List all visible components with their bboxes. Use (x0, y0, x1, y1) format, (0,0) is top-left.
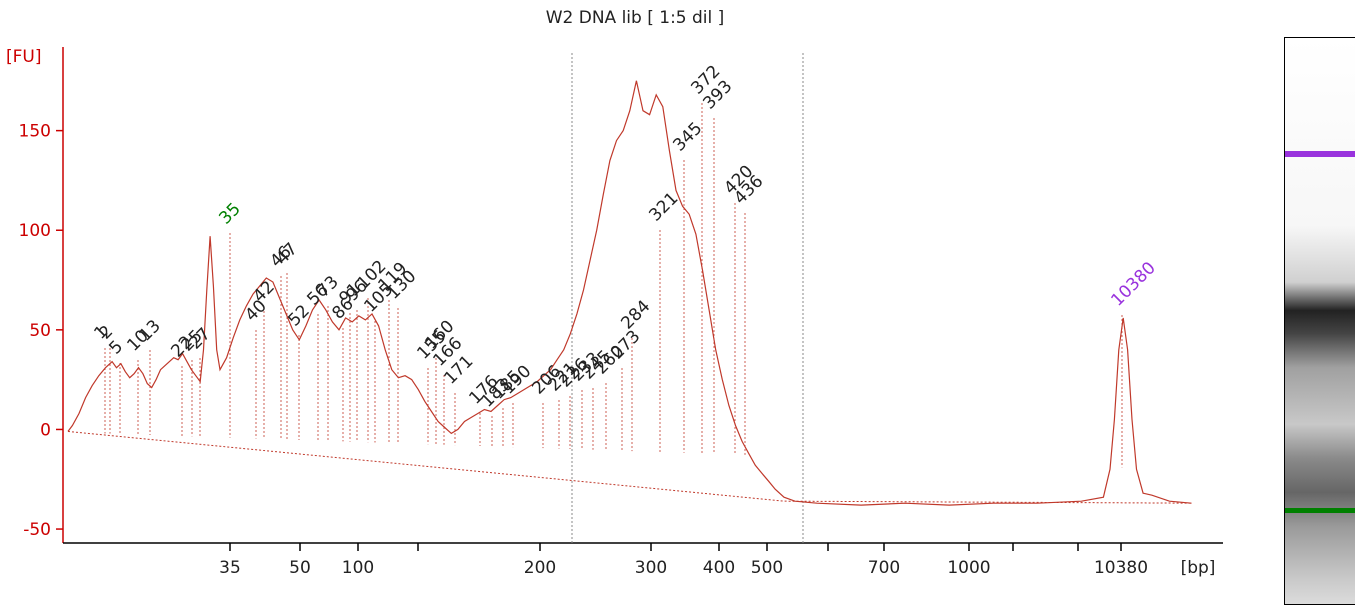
x-tick-label: 10380 (1094, 558, 1148, 578)
x-tick-label: 50 (289, 558, 311, 578)
y-tick-label: 100 (19, 221, 51, 241)
gel-lane (1284, 37, 1355, 605)
x-tick-label: 300 (635, 558, 667, 578)
chart-title: W2 DNA lib [ 1:5 dil ] (545, 8, 725, 28)
series-line (67, 80, 1192, 506)
x-axis-label: [bp] (1181, 558, 1216, 578)
electropherogram: [FU] -50 0 50 100 150 35 50 100 200 300 400 500 700 10… (6, 47, 1223, 578)
x-tick-label: 1000 (947, 558, 990, 578)
x-tick-label: 500 (751, 558, 783, 578)
gel-upper-marker-band (1285, 151, 1355, 157)
peak-label: 52 (284, 301, 313, 330)
x-tick-label: 400 (703, 558, 735, 578)
gel-lower-marker-band (1285, 508, 1355, 513)
y-tick-label: 50 (29, 321, 51, 341)
peak-label: 10380 (1107, 258, 1159, 310)
peak-label: 284 (617, 296, 654, 333)
x-tick-label: 200 (524, 558, 556, 578)
peak-label: 345 (669, 118, 706, 155)
y-axis-label: [FU] (6, 47, 42, 67)
gel-lane-fill (1285, 38, 1355, 604)
x-tick-label: 100 (342, 558, 374, 578)
x-tick-label: 35 (219, 558, 241, 578)
baseline (67, 430, 1192, 504)
peak-label: 35 (215, 199, 244, 228)
y-tick-label: 150 (19, 122, 51, 142)
y-tick-label: 0 (40, 420, 51, 440)
y-tick-label: -50 (23, 520, 51, 540)
x-tick-label: 700 (868, 558, 900, 578)
